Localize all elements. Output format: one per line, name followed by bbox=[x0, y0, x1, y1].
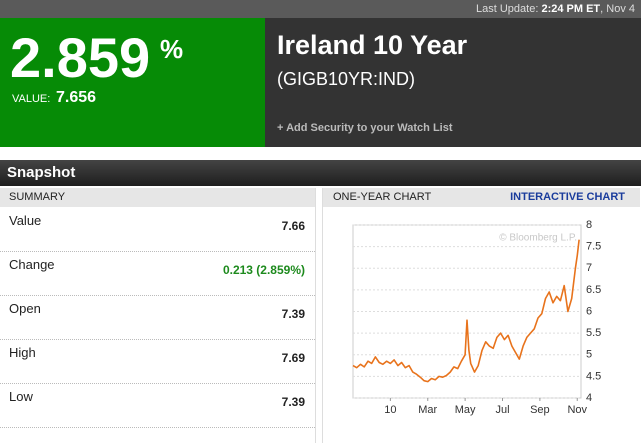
chart: 4 4.5 5 5.5 6 6.5 7 7.5 8 10 Mar May Jul Sep Nov © Bloo… bbox=[352, 219, 601, 416]
x-tick-label: Sep bbox=[530, 404, 550, 416]
y-tick-label: 6.5 bbox=[586, 284, 601, 296]
value-label: VALUE: bbox=[12, 93, 51, 105]
row-value: 7.66 bbox=[281, 219, 305, 233]
x-tick-label: 10 bbox=[384, 404, 396, 416]
y-tick-label: 4.5 bbox=[586, 370, 601, 382]
chart-header: ONE-YEAR CHART INTERACTIVE CHART bbox=[323, 188, 640, 207]
summary-title: SUMMARY bbox=[0, 188, 315, 207]
row-label: Value bbox=[9, 213, 42, 228]
summary-row: Change 0.213 (2.859%) bbox=[0, 251, 315, 296]
last-update-label: Last Update: bbox=[476, 3, 539, 15]
value: 7.656 bbox=[56, 89, 97, 106]
summary-panel: SUMMARY Value 7.66 Change 0.213 (2.859%) Ope… bbox=[0, 188, 316, 443]
x-tick-label: Mar bbox=[418, 404, 437, 416]
row-value: 0.213 (2.859%) bbox=[222, 263, 305, 277]
summary-row: Open 7.39 bbox=[0, 295, 315, 340]
security-ticker: (GIGB10YR:IND) bbox=[277, 69, 416, 89]
summary-row: Low 7.39 bbox=[0, 383, 315, 428]
snapshot-title: Snapshot bbox=[7, 164, 76, 181]
x-tick-label: Jul bbox=[495, 404, 509, 416]
x-tick-label: May bbox=[455, 404, 476, 416]
summary-row: High 7.69 bbox=[0, 339, 315, 384]
watchlist-link[interactable]: + Add Security to your Watch List bbox=[277, 122, 453, 134]
row-label: Open bbox=[9, 301, 41, 316]
y-tick-label: 6 bbox=[586, 305, 592, 317]
security-box: Ireland 10 Year (GIGB10YR:IND) + Add Sec… bbox=[265, 18, 641, 147]
chart-title: ONE-YEAR CHART bbox=[333, 191, 432, 203]
y-tick-label: 7 bbox=[586, 262, 592, 274]
chart-panel: ONE-YEAR CHART INTERACTIVE CHART 4 4.5 5 5.… bbox=[322, 188, 640, 443]
summary-row: Value 7.66 bbox=[0, 207, 315, 252]
snapshot-bar: Snapshot bbox=[0, 160, 641, 186]
last-update-time: 2:24 PM ET bbox=[541, 3, 601, 15]
y-tick-label: 8 bbox=[586, 219, 592, 231]
yield-unit: % bbox=[160, 34, 184, 64]
row-label: Change bbox=[9, 257, 55, 272]
row-value: 7.69 bbox=[281, 351, 305, 365]
top-bar: Last Update: 2:24 PM ET, Nov 4 bbox=[0, 0, 641, 18]
price-line bbox=[352, 239, 580, 383]
security-name: Ireland 10 Year bbox=[277, 30, 468, 60]
y-tick-label: 5 bbox=[586, 349, 592, 361]
y-tick-label: 7.5 bbox=[586, 241, 601, 253]
row-value: 7.39 bbox=[281, 307, 305, 321]
y-tick-label: 4 bbox=[586, 392, 592, 404]
row-label: Low bbox=[9, 389, 33, 404]
x-tick-label: Nov bbox=[567, 404, 587, 416]
quote-box: 2.859 % VALUE: 7.656 bbox=[0, 18, 265, 147]
y-tick-label: 5.5 bbox=[586, 327, 601, 339]
interactive-chart-link[interactable]: INTERACTIVE CHART bbox=[510, 191, 625, 203]
watermark: © Bloomberg L.P. bbox=[499, 233, 577, 244]
row-value: 7.39 bbox=[281, 395, 305, 409]
last-update-date: , Nov 4 bbox=[600, 3, 635, 15]
row-label: High bbox=[9, 345, 36, 360]
yield-value: 2.859 bbox=[10, 26, 151, 89]
